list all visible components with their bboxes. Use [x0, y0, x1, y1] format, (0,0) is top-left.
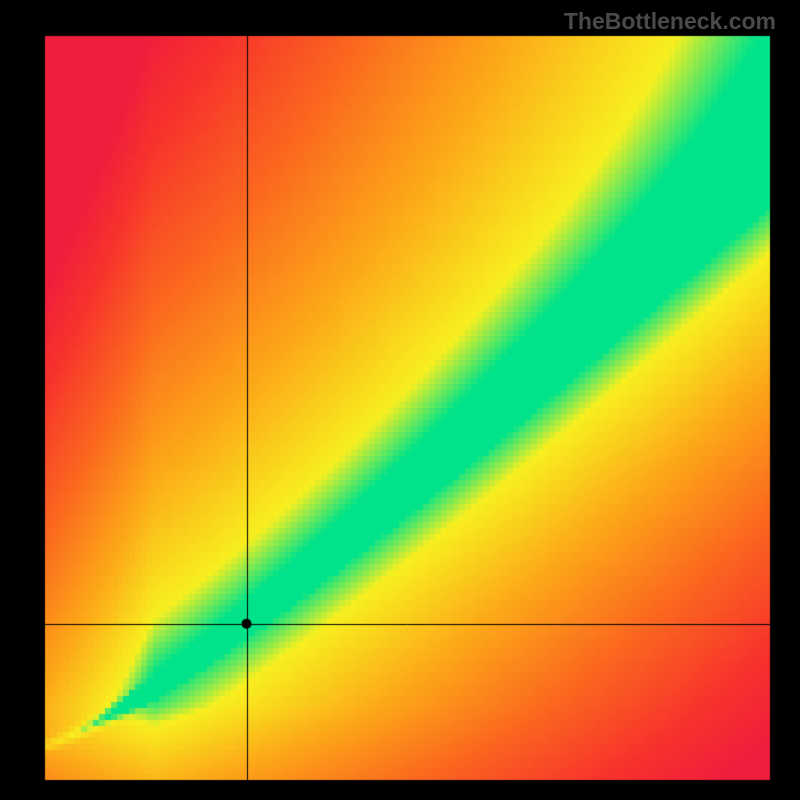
- watermark-label: TheBottleneck.com: [564, 8, 776, 35]
- heatmap-canvas: [0, 0, 800, 800]
